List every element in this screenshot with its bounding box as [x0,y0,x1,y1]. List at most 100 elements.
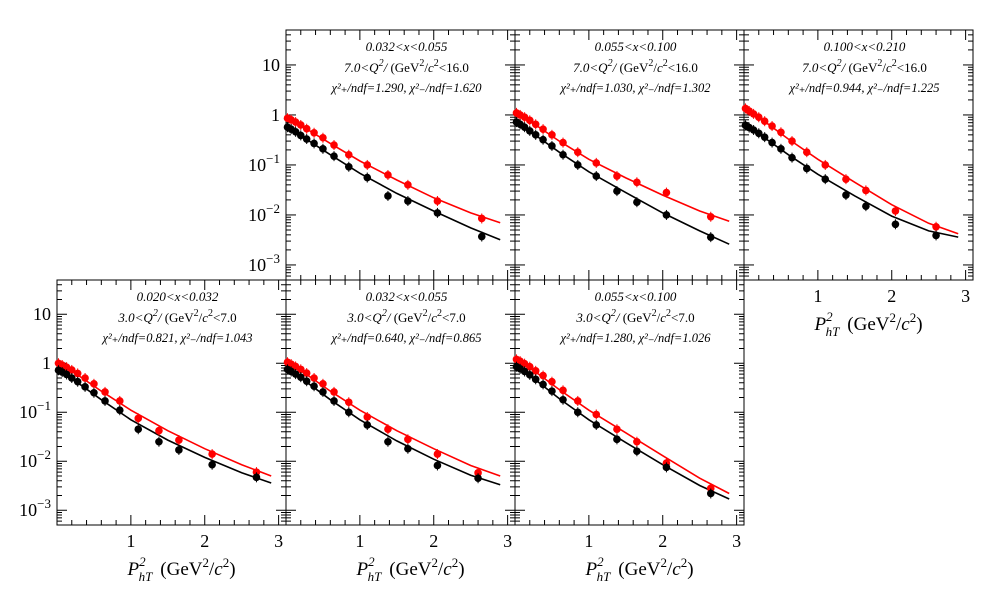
data-point-positive [344,150,353,159]
data-point-negative [662,463,671,472]
x-range-label: 0.032<x<0.055 [366,289,448,304]
data-point-positive [531,120,540,129]
y-tick-label: 10−3 [248,251,280,275]
data-point-positive [73,369,82,378]
fit-curve-negative [287,368,501,486]
fit-curve-positive [58,362,272,477]
data-point-positive [433,450,442,458]
fit-curve-negative [58,369,272,484]
panel-frame [743,29,974,281]
data-point-positive [525,116,534,125]
data-point-positive [363,413,372,421]
panel-4: 10 1 10−1 10−2 10−3 1 2 3 P2 hT (GeV2/c2) 0.020<x<0… [19,279,287,584]
data-point-negative [319,388,327,396]
panel-6: 1 2 3 P2 hT (GeV2/c2) 0.055<x<0.100 3.0<Q2/ (Ge… [512,279,745,584]
data-point-positive [559,386,567,395]
data-point-negative [252,473,261,482]
data-point-negative [531,375,540,384]
x-tick-label: 3 [961,286,970,306]
data-point-positive [539,125,547,133]
data-point-negative [788,153,796,162]
data-point-positive [474,469,482,477]
data-point-positive [662,188,671,197]
data-point-negative [548,142,556,150]
data-point-negative [474,474,482,483]
data-point-positive [155,426,163,435]
data-point-negative [706,489,715,498]
data-point-positive [592,410,601,419]
x-range-label: 0.020<x<0.032 [137,289,219,304]
data-point-negative [592,172,601,180]
q2-range-label: 7.0<Q2/ (GeV2/c2<16.0 [573,58,698,75]
data-point-negative [891,220,900,229]
data-point-negative [384,192,392,200]
fit-curve-positive [745,107,959,235]
data-point-positive [891,207,900,215]
data-point-positive [842,175,850,183]
y-tick-label: 10−1 [248,151,280,175]
data-point-positive [115,397,124,405]
data-point-positive [477,214,486,223]
data-point-positive [384,425,392,434]
data-point-positive [404,435,412,444]
data-point-positive [777,128,785,137]
data-point-negative [310,382,318,391]
data-point-negative [81,383,89,391]
data-point-positive [344,398,353,407]
panel-5: 1 2 3 P2 hT (GeV2/c2) 0.032<x<0.055 3.0<Q2/ (Ge… [283,279,516,584]
data-point-positive [302,369,311,377]
x-tick-label: 3 [503,531,512,551]
data-point-negative [134,425,143,434]
data-point-negative [559,395,567,404]
data-point-positive [330,388,338,396]
data-point-positive [862,186,870,195]
data-point-negative [67,374,76,382]
data-point-positive [310,128,318,137]
q2-range-label: 3.0<Q2/ (GeV2/c2<7.0 [346,308,465,325]
data-point-positive [134,414,143,423]
x-tick-label: 2 [887,286,896,306]
data-point-positive [633,437,641,446]
data-point-positive [802,148,811,156]
data-point-positive [531,367,540,375]
chi2-label: χ²₊/ndf=1.030, χ²₋/ndf=1.302 [560,81,711,95]
data-point-positive [81,374,89,382]
data-point-positive [319,133,327,142]
data-point-negative [477,232,486,241]
panel-2: 0.055<x<0.100 7.0<Q2/ (GeV2/c2<16.0 χ²₊/nd… [512,29,745,281]
data-point-negative [363,173,372,182]
data-point-negative [531,131,540,139]
fit-curve-negative [287,126,501,241]
data-point-positive [404,181,412,189]
x-tick-label: 1 [126,531,135,551]
data-point-positive [592,159,601,167]
data-point-negative [613,187,621,195]
data-point-negative [404,197,412,205]
x-tick-label: 2 [200,531,209,551]
data-point-negative [842,191,850,199]
data-point-negative [302,135,311,143]
data-point-positive [559,138,567,147]
data-point-negative [548,387,556,395]
x-tick-label: 3 [274,531,283,551]
data-point-negative [319,145,327,153]
data-point-positive [613,172,621,180]
x-tick-label: 2 [658,531,667,551]
data-point-negative [363,421,372,429]
data-point-positive [706,212,715,221]
data-point-negative [330,152,338,160]
data-point-positive [760,117,769,125]
data-point-negative [559,150,567,159]
data-point-positive [573,148,582,156]
x-axis-label: P2 hT (GeV2/c2) [813,309,922,339]
data-point-negative [433,461,442,470]
data-point-positive [90,380,98,388]
x-tick-label: 1 [355,531,364,551]
data-point-negative [821,175,830,183]
y-tick-label: 1 [42,353,51,373]
q2-range-label: 3.0<Q2/ (GeV2/c2<7.0 [575,308,694,325]
x-axis-label: P2 hT (GeV2/c2) [126,554,235,584]
panel-1: 10 1 10−1 10−2 10−3 0.032<x<0.055 7.0<Q2/ (GeV… [248,29,516,281]
data-point-positive [101,388,109,396]
data-point-positive [296,121,305,129]
